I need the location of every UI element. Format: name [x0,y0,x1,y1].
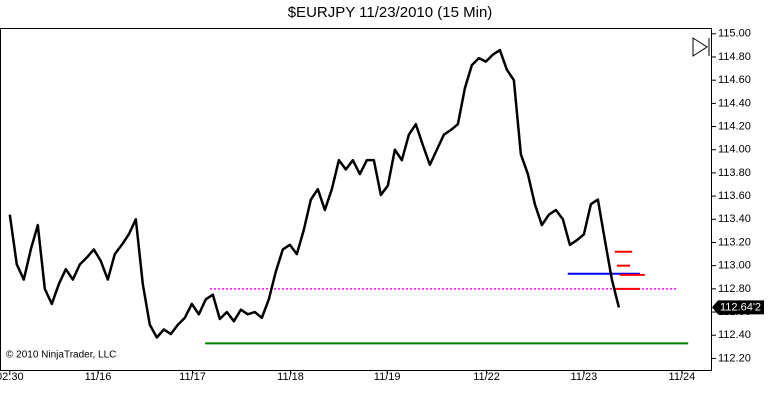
y-tick-label: 114.00 [718,144,751,156]
copyright: © 2010 NinjaTrader, LLC [6,350,116,361]
y-tick-label: 114.60 [718,74,751,86]
scroll-icon[interactable] [692,37,710,57]
y-tick-label: 112.40 [718,329,751,341]
x-tick-label: 11/19 [374,371,401,383]
y-tick-label: 113.40 [718,213,751,225]
y-tick-label: 113.20 [718,236,751,248]
y-tick-label: 112.20 [718,352,751,364]
x-tick-label: 11/16 [85,371,112,383]
last-price-tag [712,300,764,315]
x-tick-label: 11/18 [277,371,304,383]
play-icon[interactable] [692,37,708,57]
y-tick-label: 114.20 [718,120,751,132]
x-tick-label: 11/17 [179,371,206,383]
y-tick-label: 112.80 [718,283,751,295]
x-tick-label: 11/22 [473,371,500,383]
y-tick-label: 115.00 [718,28,751,40]
plot-frame [0,28,712,371]
y-tick-label: 113.60 [718,190,751,202]
x-tick-label: 02:30 [0,371,24,383]
y-tick-label: 113.00 [718,260,751,272]
y-tick-label: 113.80 [718,167,751,179]
chart-title: $EURJPY 11/23/2010 (15 Min) [288,4,493,21]
x-tick-label: 11/23 [571,371,598,383]
y-tick-label: 114.80 [718,51,751,63]
x-tick-label: 11/24 [669,371,696,383]
last-price-label: 112.64'2 [720,301,761,313]
price-line [8,48,621,339]
y-tick-label: 114.40 [718,97,751,109]
